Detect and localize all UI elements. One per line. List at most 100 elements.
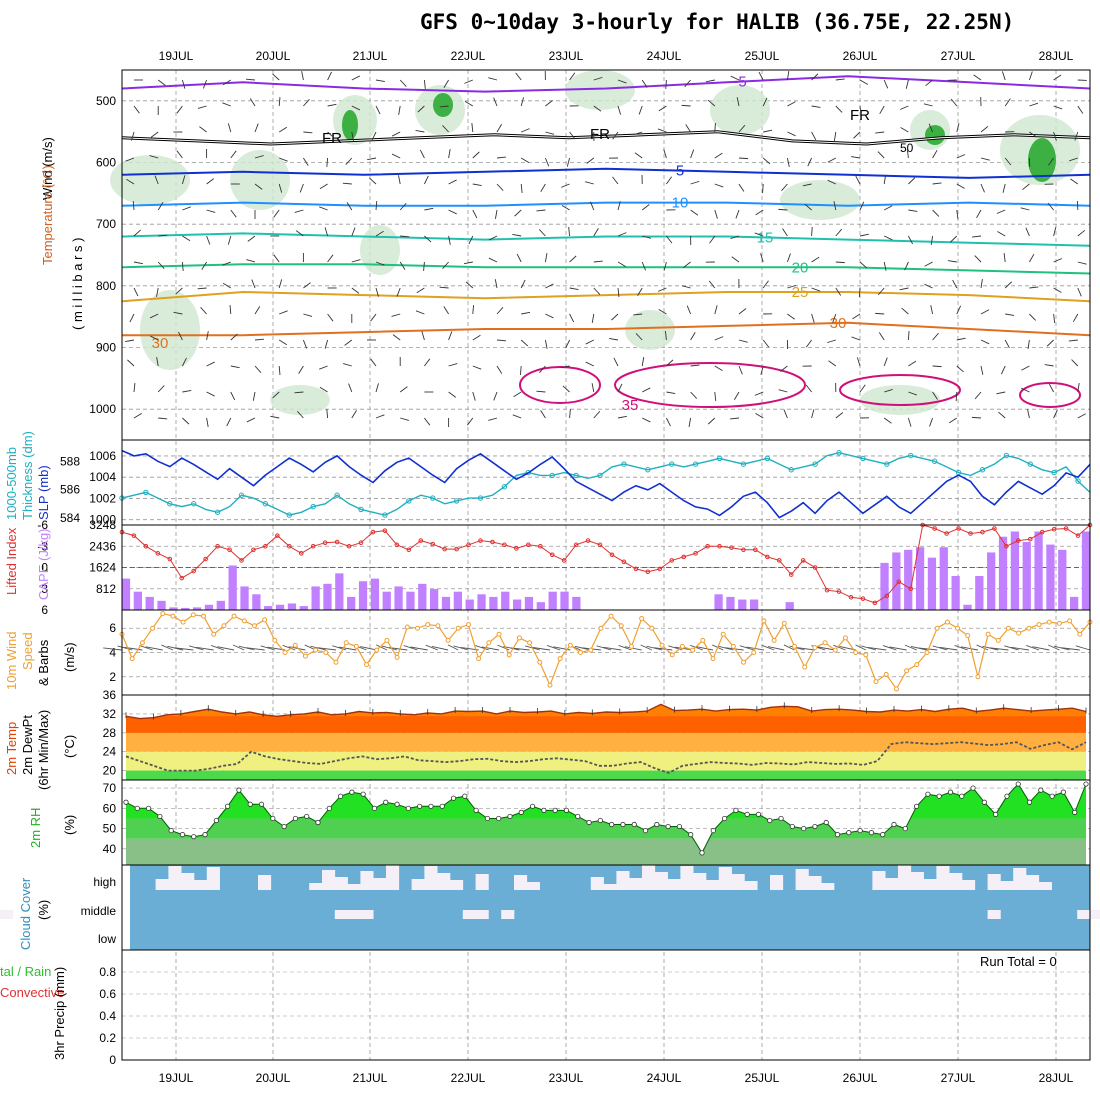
rh-point	[834, 832, 841, 838]
wind-barb	[222, 102, 231, 107]
run-total: Run Total = 0	[980, 954, 1057, 969]
wind-barb	[513, 391, 522, 398]
cape-bar	[465, 599, 474, 610]
rh-point	[586, 819, 592, 826]
wind-barb	[875, 131, 885, 134]
date-label-bottom: 19JUL	[159, 1071, 194, 1085]
wind-barb	[859, 201, 865, 211]
wind-barb	[634, 152, 643, 159]
wind-barb	[690, 149, 695, 159]
wind-speed-point	[995, 637, 1001, 643]
wind-barb	[878, 332, 885, 341]
wind-barb	[956, 183, 965, 189]
wind-barb	[448, 363, 458, 367]
wind-barb	[980, 339, 990, 345]
cloud-high-bar	[706, 880, 720, 890]
thickness-point	[645, 467, 651, 473]
rh-point	[767, 817, 773, 824]
wind-speed-point	[537, 659, 543, 665]
li-point	[275, 533, 280, 538]
wind-barb	[327, 131, 335, 139]
wind-barb	[1004, 98, 1011, 107]
wind10-label-c: & Barbs	[36, 639, 51, 686]
wind-barb	[637, 287, 643, 296]
wind-barb	[802, 183, 812, 187]
rh-point	[541, 807, 547, 813]
rh-shading	[230, 150, 290, 210]
wind-barb	[520, 279, 526, 289]
wind-barb	[714, 209, 718, 219]
wind-barb	[956, 337, 966, 341]
rh-point	[360, 791, 366, 797]
wind-barb	[707, 417, 716, 425]
wind-barb	[439, 286, 449, 289]
rh-point	[417, 803, 423, 809]
wind-barb	[247, 235, 256, 242]
wind-barb	[133, 383, 136, 393]
thickness-tick: 584	[60, 511, 80, 525]
wind-barb	[883, 417, 892, 424]
wind-barb	[755, 209, 764, 216]
wind-barb	[327, 313, 334, 322]
wind-barb	[1046, 339, 1054, 347]
wind-barb	[226, 417, 232, 427]
wind-barb	[351, 259, 361, 263]
wind-speed-point	[975, 674, 981, 680]
date-label-top: 21JUL	[353, 49, 388, 63]
wind-tick: 4	[109, 646, 116, 660]
wind-barb	[319, 183, 328, 190]
li-point	[143, 543, 149, 549]
cape-bar	[430, 589, 439, 610]
wind-barb-10m	[103, 647, 123, 651]
wind-speed-point	[741, 659, 747, 665]
wind-barb	[295, 230, 304, 237]
cape-bar	[418, 583, 427, 610]
wind-barb	[303, 282, 311, 289]
wind-barb	[423, 261, 425, 272]
rh-point	[688, 832, 694, 838]
rh-point	[383, 799, 389, 805]
wind-barb-10m	[833, 644, 846, 651]
wind-barb	[1053, 258, 1063, 263]
wind-barb	[132, 200, 135, 211]
rh-point	[846, 830, 852, 836]
cape-bar	[915, 547, 925, 610]
wind-barb	[424, 417, 431, 426]
cloud-high-bar	[347, 884, 361, 890]
cloud-high-bar	[1038, 882, 1052, 890]
wind-barb	[1022, 183, 1030, 191]
wind-barb	[833, 131, 837, 141]
wind-barb	[827, 179, 836, 185]
rh-point	[371, 805, 378, 811]
wind-barb	[690, 180, 700, 185]
wind-barb	[666, 359, 674, 367]
thick-label-c: SLP (mb)	[36, 465, 51, 520]
rh-point	[970, 785, 976, 791]
wind-speed-point	[353, 643, 359, 649]
rh-tick: 50	[103, 822, 117, 836]
cape-bar	[240, 586, 249, 610]
wind-barb	[488, 417, 498, 421]
wind-barb	[835, 228, 843, 237]
rh-shading	[710, 85, 770, 135]
thickness-point	[143, 489, 149, 496]
wind-speed-point	[139, 640, 145, 646]
li-point	[980, 529, 985, 535]
li-point	[215, 543, 220, 549]
rh-point	[213, 817, 219, 824]
wind-barb	[133, 261, 143, 265]
thickness-point	[238, 492, 245, 498]
rh2-label-a: 2m RH	[28, 808, 43, 848]
li-point	[1063, 526, 1069, 531]
wind-barb	[754, 232, 764, 237]
li-point	[239, 558, 244, 563]
rh-point	[1049, 793, 1055, 799]
wind-barb	[617, 201, 621, 211]
wind-speed-point	[669, 652, 675, 658]
li-label: Lifted Index	[4, 527, 19, 595]
li-point	[800, 558, 806, 563]
wind-barb	[811, 409, 815, 419]
wind-barb	[569, 131, 576, 140]
wind-barb	[1077, 229, 1086, 237]
wind-barb	[182, 417, 190, 425]
